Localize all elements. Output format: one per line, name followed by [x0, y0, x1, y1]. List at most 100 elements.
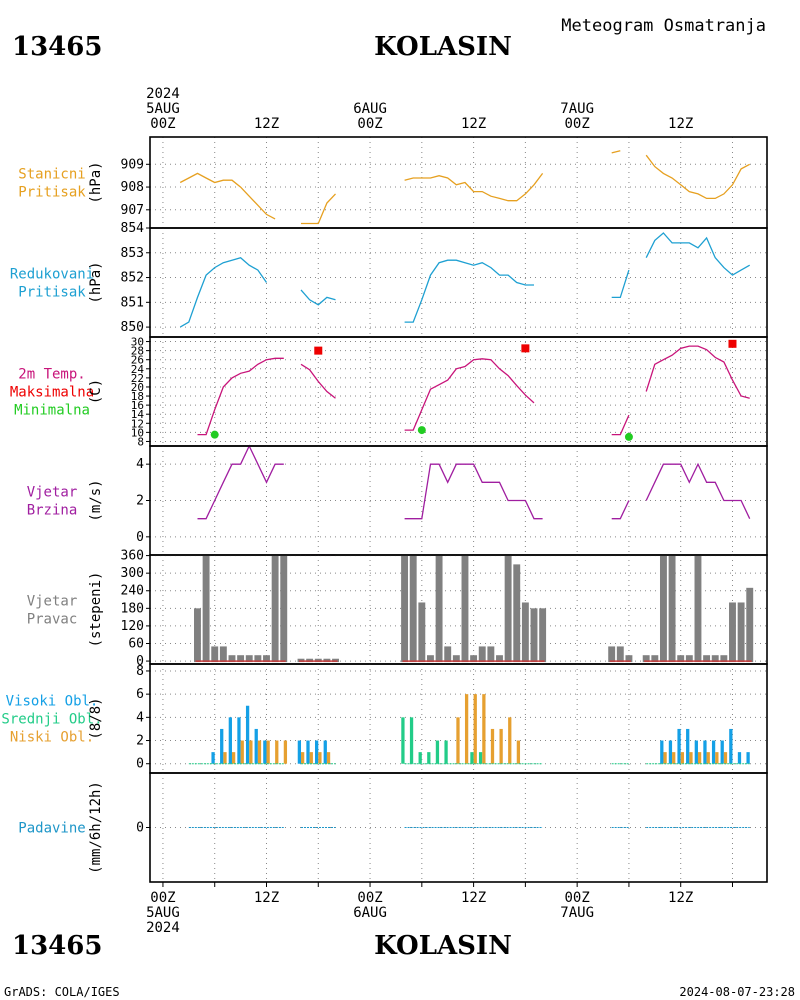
y-tick-label: 18	[131, 390, 144, 403]
series-line	[404, 358, 535, 431]
series-line	[404, 463, 543, 520]
time-tick-label-bottom: 12Z	[668, 890, 693, 906]
cloud-bar	[663, 752, 667, 764]
time-tick-label-bottom: 2024	[146, 920, 180, 936]
y-tick-label: 120	[121, 619, 144, 634]
cloud-bar	[478, 752, 483, 764]
y-tick-label: 852	[121, 271, 144, 286]
panel-label: Vjetar	[27, 485, 78, 501]
cloud-bar	[306, 740, 310, 764]
y-tick-label: 30	[131, 336, 144, 349]
time-tick-label-top: 12Z	[461, 116, 486, 132]
tmin-marker	[210, 430, 219, 439]
time-tick-label-top: 12Z	[668, 116, 693, 132]
wind-direction-bar	[478, 646, 486, 663]
wind-direction-bar	[521, 602, 529, 663]
series-line	[179, 256, 268, 328]
cloud-bar	[220, 728, 224, 764]
wind-direction-bar	[504, 555, 512, 663]
panel-unit-label: (mm/6h/12h)	[88, 781, 104, 874]
cloud-bar	[245, 705, 250, 764]
y-tick-label: 240	[121, 584, 144, 599]
cloud-bar	[223, 752, 227, 764]
y-tick-label: 300	[121, 566, 144, 581]
series-line	[645, 232, 751, 276]
wind-direction-bar	[435, 555, 443, 663]
wind-direction-bar	[694, 555, 702, 663]
wind-direction-bar	[211, 646, 219, 663]
cloud-bar	[435, 740, 440, 764]
wind-direction-bar	[401, 555, 409, 663]
time-tick-label-top: 2024	[146, 86, 180, 102]
cloud-bar	[263, 740, 267, 764]
panel-label: Pritisak	[18, 285, 86, 301]
cloud-bar	[723, 752, 728, 764]
wind-direction-bar	[703, 655, 711, 663]
y-tick-label: 24	[131, 363, 145, 376]
wind-direction-bar	[668, 555, 676, 663]
wind-direction-bar	[746, 587, 754, 663]
cloud-bar	[490, 728, 495, 764]
wind-direction-bar	[720, 655, 728, 663]
panel-label: Padavine	[18, 821, 85, 837]
cloud-bar	[326, 752, 331, 764]
time-tick-label-top: 00Z	[565, 116, 590, 132]
y-tick-label: 22	[131, 372, 144, 385]
panel-frame	[149, 227, 768, 338]
cloud-bar	[275, 740, 279, 764]
panel-wind-speed: 0 2 4 Vjetar Brzina (m/s)	[27, 444, 768, 556]
y-tick-label: 16	[131, 399, 144, 412]
panel-unit-label: (hPa)	[88, 261, 104, 303]
tmax-marker	[521, 344, 530, 353]
time-tick-label-top: 5AUG	[146, 101, 180, 117]
y-tick-label: 851	[121, 295, 144, 310]
y-tick-label: 28	[131, 345, 144, 358]
tmax-marker	[314, 346, 323, 355]
wind-direction-bar	[530, 608, 538, 663]
cloud-bar	[456, 717, 460, 764]
cloud-bar	[715, 752, 719, 764]
panel-label: Maksimalna	[10, 385, 94, 401]
wind-direction-bar	[711, 655, 719, 663]
panel-label: Niski Obl.	[10, 730, 94, 746]
cloud-bar	[240, 740, 244, 764]
panel-precipitation: 0 Padavine (mm/6h/12h)	[18, 772, 768, 883]
y-tick-label: 854	[121, 221, 145, 236]
panel-label: Srednji Obl.	[1, 712, 102, 728]
cloud-bar	[444, 740, 448, 764]
time-tick-label-top: 6AUG	[353, 101, 387, 117]
y-tick-label: 907	[121, 203, 144, 218]
cloud-bar	[257, 740, 262, 764]
y-tick-label: 0	[136, 530, 144, 545]
cloud-bar	[720, 740, 724, 764]
wind-direction-bar	[539, 608, 547, 663]
cloud-bar	[737, 752, 742, 764]
wind-direction-bar	[444, 646, 452, 663]
wind-direction-bar	[202, 555, 210, 663]
panel-station-pressure: 907 908 909 Stanicni Pritisak (hPa)	[18, 136, 768, 229]
cloud-bar	[297, 740, 302, 764]
wind-direction-bar	[659, 555, 667, 663]
cloud-bar	[482, 694, 486, 764]
time-tick-label-bottom: 00Z	[357, 890, 382, 906]
series-line	[179, 172, 276, 220]
time-tick-label-bottom: 12Z	[254, 890, 279, 906]
y-tick-label: 8	[137, 435, 144, 448]
panel-label: 2m Temp.	[18, 367, 85, 383]
panel-wind-direction: 0 60 120 180 240 300 360 Vjetar Pravac (stepeni)	[27, 549, 768, 669]
y-tick-label: 0	[136, 821, 144, 836]
cloud-bar	[508, 717, 512, 764]
tmin-marker	[624, 432, 633, 441]
panel-unit-label: (8/8)	[88, 697, 104, 739]
cloud-bar	[409, 717, 414, 764]
y-tick-label: 2	[136, 734, 144, 749]
station-name-bottom: KOLASIN	[374, 931, 512, 961]
series-line	[300, 289, 336, 306]
y-tick-label: 908	[121, 180, 144, 195]
y-tick-label: 850	[121, 320, 144, 335]
y-tick-label: 8	[136, 664, 144, 679]
cloud-bar	[254, 728, 258, 764]
wind-direction-bar	[409, 555, 417, 663]
